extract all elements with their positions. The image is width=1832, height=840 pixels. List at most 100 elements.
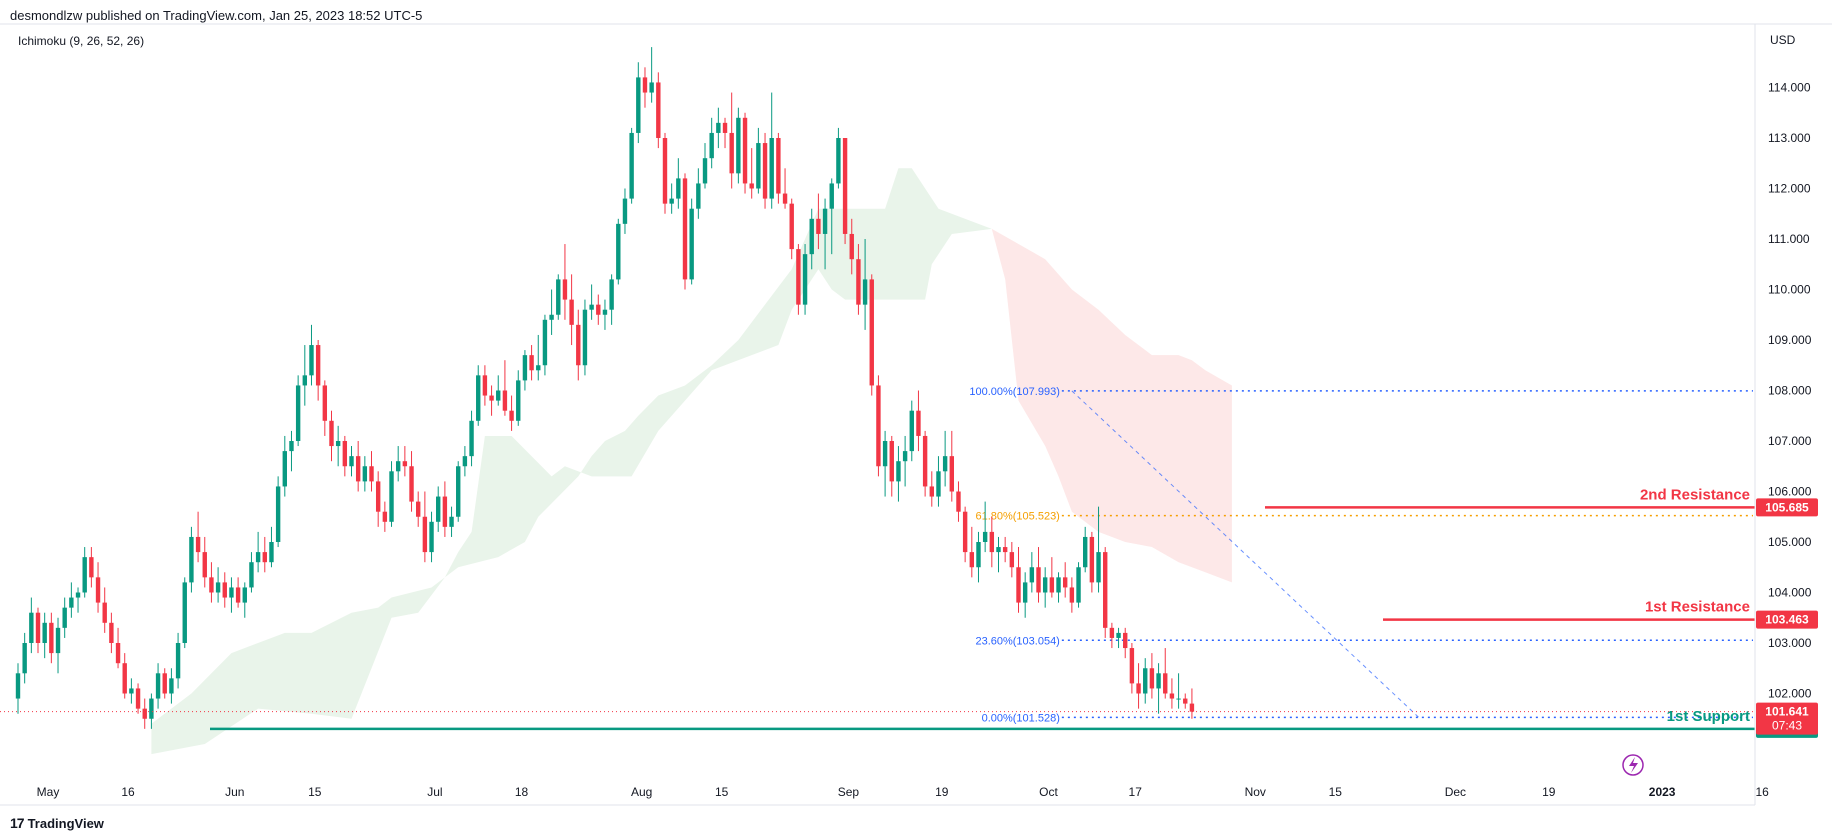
candle-body [902,451,908,462]
candle-body [829,183,834,209]
candle-body [576,324,581,366]
currency-label: USD [1770,33,1796,47]
candle-body [462,456,468,467]
candle-body [949,456,954,492]
candle-body [422,516,428,553]
candle-body [449,516,454,527]
candle-body [882,441,888,467]
axes: USD 114.000 113.000 112.000 111.000 110.000 10… [0,23,1832,806]
candle-body [102,602,107,623]
current-price-tag [1756,702,1818,735]
candle-body [269,542,274,563]
level-price-tag [1756,610,1818,629]
candle-body [916,410,921,436]
y-tick-label: 110.000 [1768,283,1811,297]
candle-body [122,663,127,694]
candle-body [569,299,574,325]
candle-body [862,279,868,305]
candle-body [956,491,961,512]
fibonacci-retracement: 100.00%(107.993) 61.80%(105.523) 23.60%(10… [969,386,1753,724]
fib-level-label: 100.00%(107.993) [969,386,1060,398]
candle-body [582,309,588,366]
candle-body [322,385,328,421]
candle-body [315,345,321,386]
candle-body [1009,552,1015,568]
candle-body [536,365,541,371]
candle-body [562,279,568,300]
candle-body [416,501,421,517]
candle-body [602,309,608,315]
candle-body [409,466,414,502]
candle-body [1103,552,1108,628]
y-tick-label: 109.000 [1768,333,1812,347]
candle-body [782,193,788,204]
x-tick-label: Nov [1245,785,1266,799]
y-tick-label: 107.000 [1768,434,1812,448]
candle-body [1189,703,1195,712]
level-price-tag [1756,498,1818,517]
x-tick-label: 19 [935,785,949,799]
candle-body [1049,577,1055,593]
candle-body [202,552,207,578]
candle-body [929,486,934,497]
indicator-legend[interactable]: Ichimoku (9, 26, 52, 26) [18,34,145,48]
candle-body [1156,673,1161,689]
candle-body [996,547,1001,553]
y-tick-label: 103.000 [1768,636,1812,650]
candle-body [215,582,221,593]
candle-body [716,122,721,133]
candle-body [922,435,928,487]
y-tick-label: 106.000 [1768,485,1812,499]
candle-body [749,183,754,189]
x-tick-label: Sep [838,785,860,799]
candle-body [162,673,167,694]
x-tick-label: 15 [308,785,322,799]
candle-body [856,259,861,305]
candle-body [442,496,448,527]
candle-body [736,117,741,174]
candle-body [69,597,74,608]
candle-body [796,249,801,305]
candle-body [482,375,488,396]
tradingview-logo[interactable]: 17 TradingView [10,815,104,831]
candle-body [362,466,368,482]
y-tick-label: 111.000 [1768,232,1810,246]
candle-body [869,279,874,386]
candle-body [395,461,401,472]
candle-body [436,496,441,522]
candle-body [649,82,654,93]
candle-body [709,132,714,159]
candle-body [129,688,134,694]
lightning-icon [1622,754,1644,776]
candle-body [1109,627,1115,638]
candle-body [1022,582,1028,603]
candle-body [335,441,341,447]
candle-body [1176,698,1181,700]
candle-body [662,138,668,204]
candle-body [756,143,761,189]
candle-body [609,279,614,310]
candle-body [255,552,261,563]
x-tick-label: 16 [1756,785,1770,799]
candle-body [42,622,47,643]
candle-body [1062,577,1068,588]
candle-body [616,223,621,280]
level-name: 1st Resistance [1645,599,1750,616]
candle-body [942,456,948,472]
candle-body [35,612,41,643]
candle-body [556,279,561,315]
candle-body [1183,698,1188,704]
candle-body [55,627,61,654]
candle-body [509,410,514,421]
candle-body [642,77,648,93]
x-tick-label: May [37,785,60,799]
candle-body [389,471,394,522]
candle-body [1002,547,1008,553]
candle-body [702,158,708,184]
candle-body [62,607,67,628]
candle-body [1076,567,1081,603]
candle-body [742,117,748,184]
candle-body [789,203,794,250]
